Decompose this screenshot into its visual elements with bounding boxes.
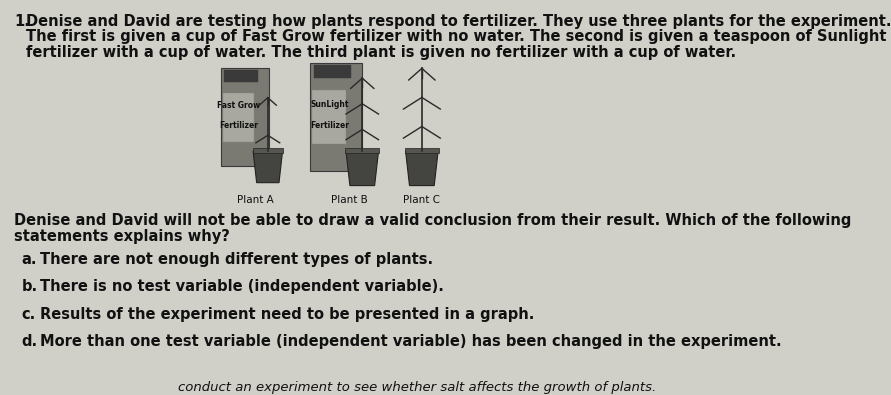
Text: There are not enough different types of plants.: There are not enough different types of … [40, 252, 433, 267]
Text: conduct an experiment to see whether salt affects the growth of plants.: conduct an experiment to see whether sal… [178, 381, 657, 394]
Text: statements explains why?: statements explains why? [14, 229, 230, 244]
Text: d.: d. [21, 334, 37, 349]
Bar [309, 64, 363, 171]
Text: 1.: 1. [14, 14, 29, 29]
Bar [314, 66, 351, 78]
Text: Denise and David will not be able to draw a valid conclusion from their result. : Denise and David will not be able to dra… [14, 213, 851, 228]
Polygon shape [405, 151, 438, 186]
Text: Results of the experiment need to be presented in a graph.: Results of the experiment need to be pre… [40, 307, 535, 322]
Text: Plant A: Plant A [237, 196, 274, 205]
Polygon shape [346, 151, 379, 186]
Text: The first is given a cup of Fast Grow fertilizer with no water. The second is gi: The first is given a cup of Fast Grow fe… [27, 29, 887, 44]
Bar [223, 93, 254, 142]
Text: Fertilizer: Fertilizer [310, 121, 349, 130]
Text: a.: a. [21, 252, 37, 267]
Text: There is no test variable (independent variable).: There is no test variable (independent v… [40, 279, 444, 294]
Bar [312, 90, 347, 144]
Text: Plant C: Plant C [404, 196, 440, 205]
Text: c.: c. [21, 307, 36, 322]
Text: fertilizer with a cup of water. The third plant is given no fertilizer with a cu: fertilizer with a cup of water. The thir… [27, 45, 737, 60]
Bar [252, 149, 283, 153]
Text: Denise and David are testing how plants respond to fertilizer. They use three pl: Denise and David are testing how plants … [27, 14, 891, 29]
Polygon shape [253, 151, 282, 182]
Text: SunLight: SunLight [310, 100, 348, 109]
Bar [346, 149, 380, 153]
Text: b.: b. [21, 279, 37, 294]
Bar [221, 68, 268, 166]
Bar [405, 149, 438, 153]
Text: Fertilizer: Fertilizer [219, 120, 258, 130]
Text: Plant B: Plant B [331, 196, 368, 205]
Text: Fast Grow: Fast Grow [217, 101, 260, 110]
Text: More than one test variable (independent variable) has been changed in the exper: More than one test variable (independent… [40, 334, 782, 349]
Bar [225, 70, 258, 82]
